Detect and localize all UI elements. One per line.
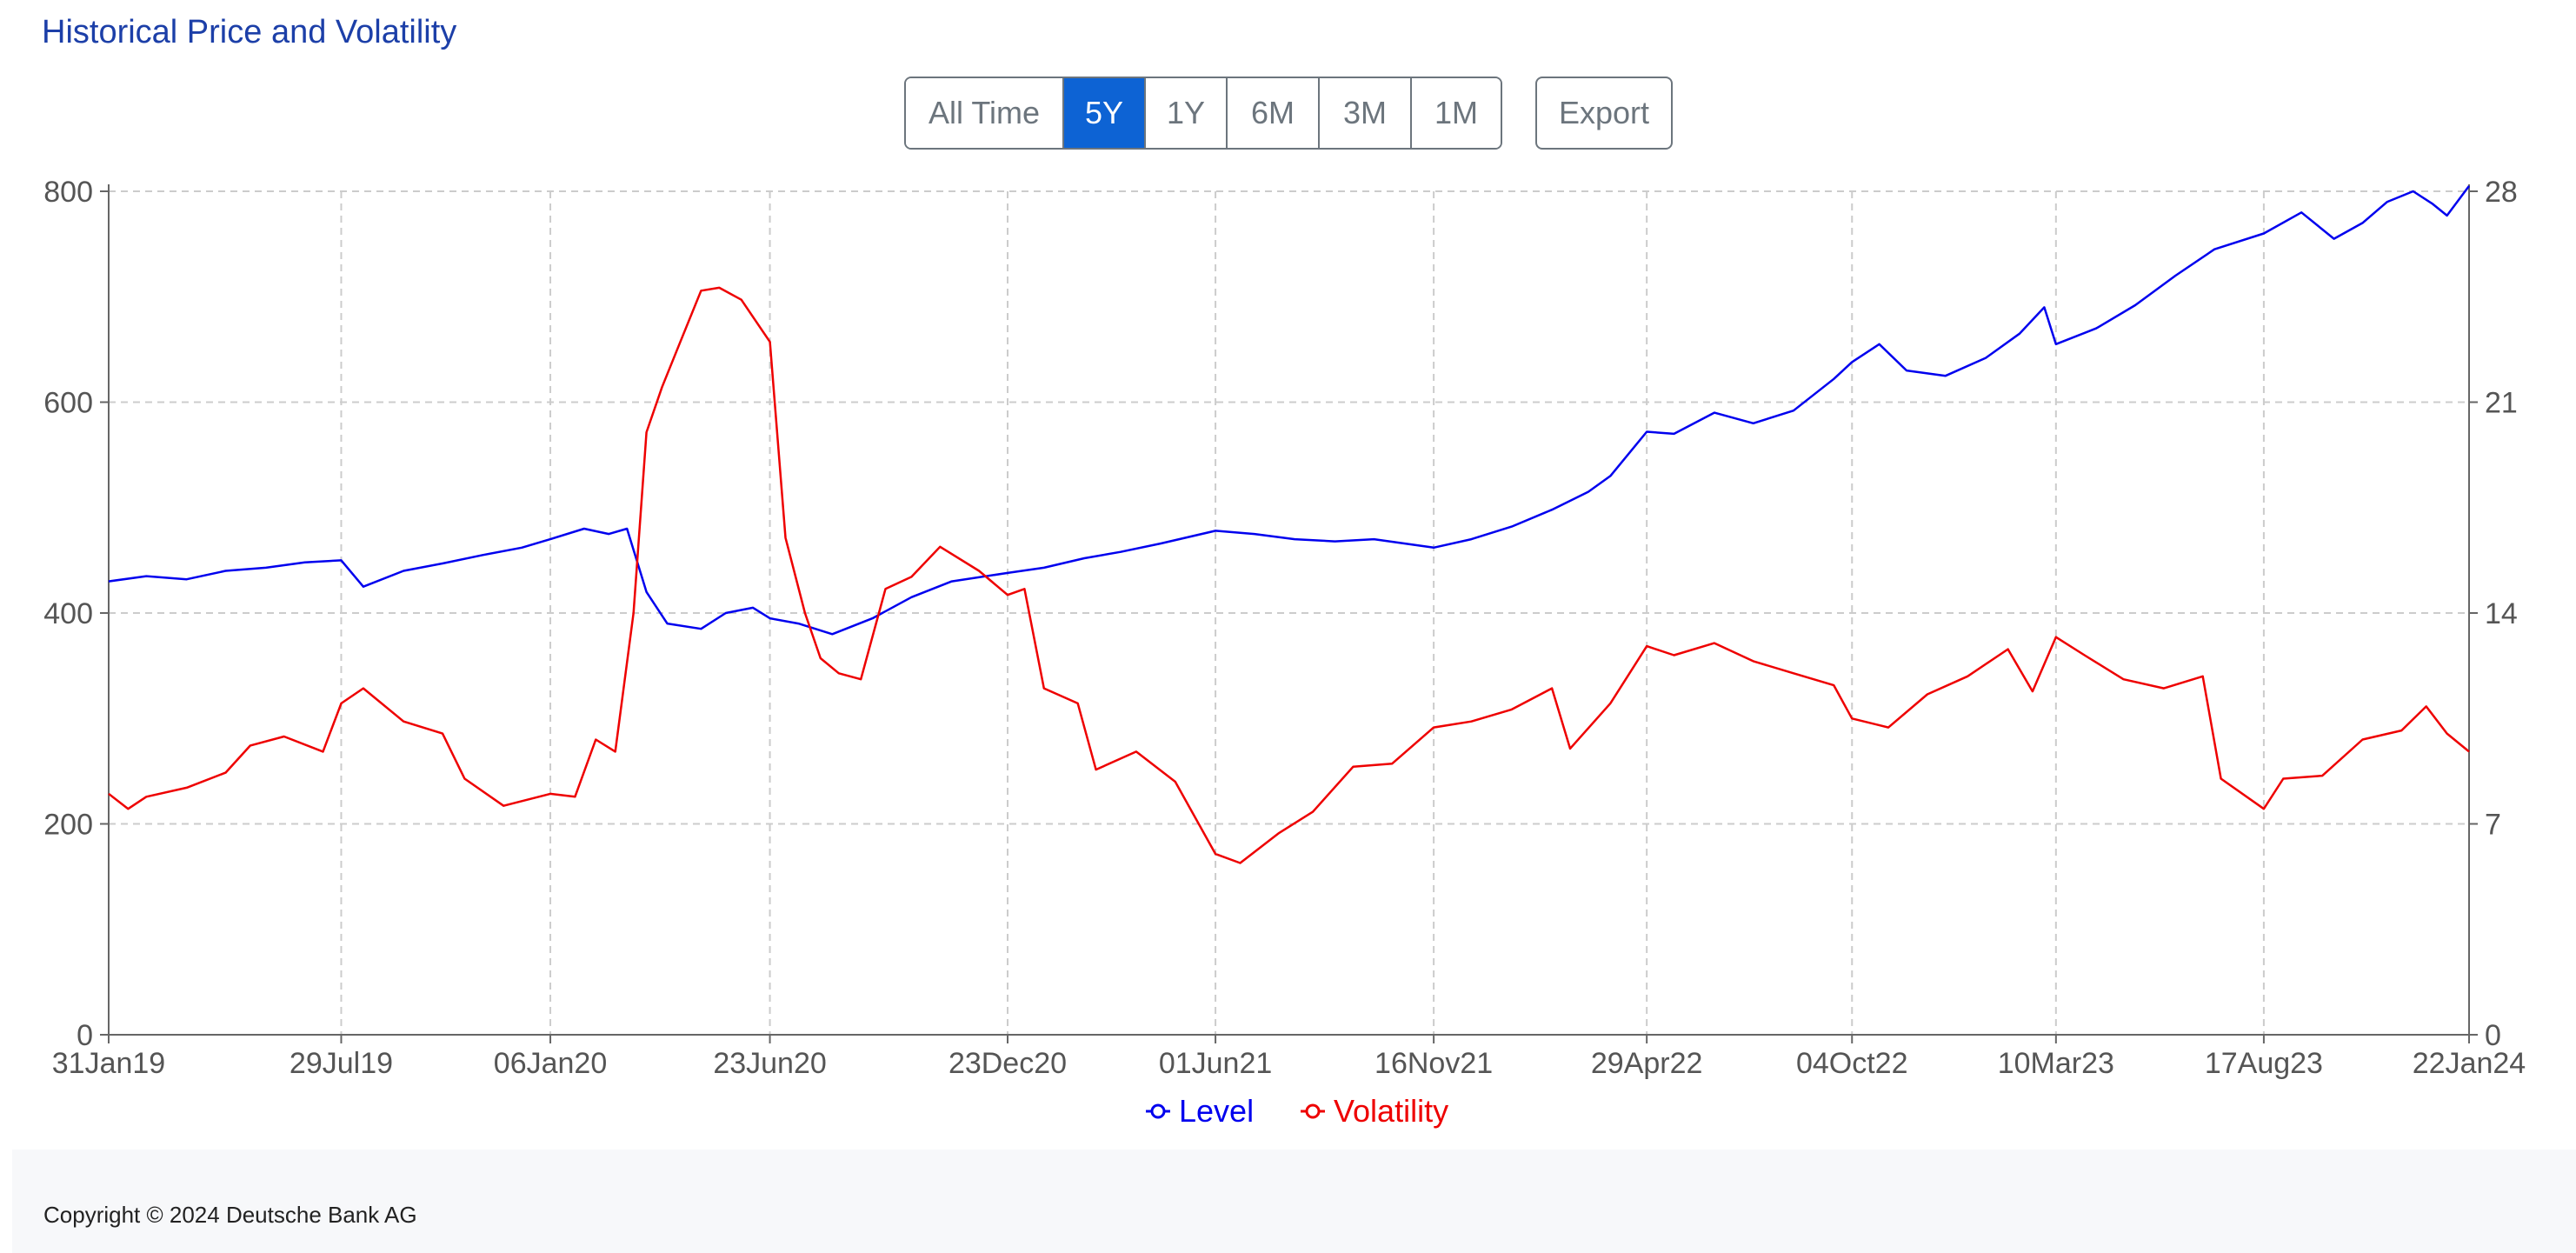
export-button[interactable]: Export bbox=[1535, 77, 1673, 150]
range-1y-button[interactable]: 1Y bbox=[1144, 78, 1226, 148]
level-series-line[interactable] bbox=[108, 185, 2471, 636]
x-tick-label: 31Jan19 bbox=[52, 1047, 165, 1080]
legend-level-label[interactable]: Level bbox=[1179, 1093, 1254, 1129]
x-tick-label: 06Jan20 bbox=[494, 1047, 607, 1080]
chart-toolbar: All Time 5Y 1Y 6M 3M 1M Export bbox=[904, 77, 1673, 150]
range-5y-button[interactable]: 5Y bbox=[1062, 78, 1144, 148]
x-tick-label: 01Jun21 bbox=[1159, 1047, 1272, 1080]
y-tick-label: 600 bbox=[43, 387, 93, 420]
legend-volatility-marker bbox=[1305, 1103, 1321, 1119]
x-tick-label: 29Apr22 bbox=[1591, 1047, 1703, 1080]
range-selector: All Time 5Y 1Y 6M 3M 1M bbox=[904, 77, 1502, 150]
range-1m-button[interactable]: 1M bbox=[1410, 78, 1501, 148]
y2-tick-label: 7 bbox=[2485, 809, 2501, 842]
page-title: Historical Price and Volatility bbox=[42, 14, 457, 50]
price-volatility-chart[interactable]: 0 200 400 600 800 0 7 14 21 28 31Jan19 29Jul19 06Jan… bbox=[0, 165, 2576, 1148]
x-tick-label: 16Nov21 bbox=[1375, 1047, 1493, 1080]
range-3m-button[interactable]: 3M bbox=[1318, 78, 1410, 148]
footer: Copyright © 2024 Deutsche Bank AG bbox=[12, 1150, 2576, 1253]
y-tick-label: 200 bbox=[43, 809, 93, 842]
x-tick-label: 29Jul19 bbox=[290, 1047, 393, 1080]
x-tick-label: 23Jun20 bbox=[713, 1047, 826, 1080]
volatility-series-line[interactable] bbox=[108, 286, 2470, 864]
x-tick-label: 17Aug23 bbox=[2205, 1047, 2323, 1080]
legend-volatility-label[interactable]: Volatility bbox=[1334, 1093, 1448, 1129]
x-tick-label: 23Dec20 bbox=[949, 1047, 1067, 1080]
y2-tick-label: 28 bbox=[2485, 176, 2518, 209]
range-all-time-button[interactable]: All Time bbox=[906, 78, 1062, 148]
copyright-text: Copyright © 2024 Deutsche Bank AG bbox=[43, 1202, 417, 1228]
y-tick-label: 800 bbox=[43, 176, 93, 209]
x-tick-label: 10Mar23 bbox=[1998, 1047, 2114, 1080]
y-tick-label: 400 bbox=[43, 597, 93, 630]
y2-tick-label: 14 bbox=[2485, 597, 2518, 630]
range-6m-button[interactable]: 6M bbox=[1226, 78, 1318, 148]
legend-level-marker bbox=[1150, 1103, 1166, 1119]
y2-tick-label: 0 bbox=[2485, 1019, 2501, 1052]
y2-tick-label: 21 bbox=[2485, 387, 2518, 420]
y-tick-label: 0 bbox=[77, 1019, 93, 1052]
x-tick-label: 22Jan24 bbox=[2413, 1047, 2526, 1080]
x-tick-label: 04Oct22 bbox=[1796, 1047, 1908, 1080]
